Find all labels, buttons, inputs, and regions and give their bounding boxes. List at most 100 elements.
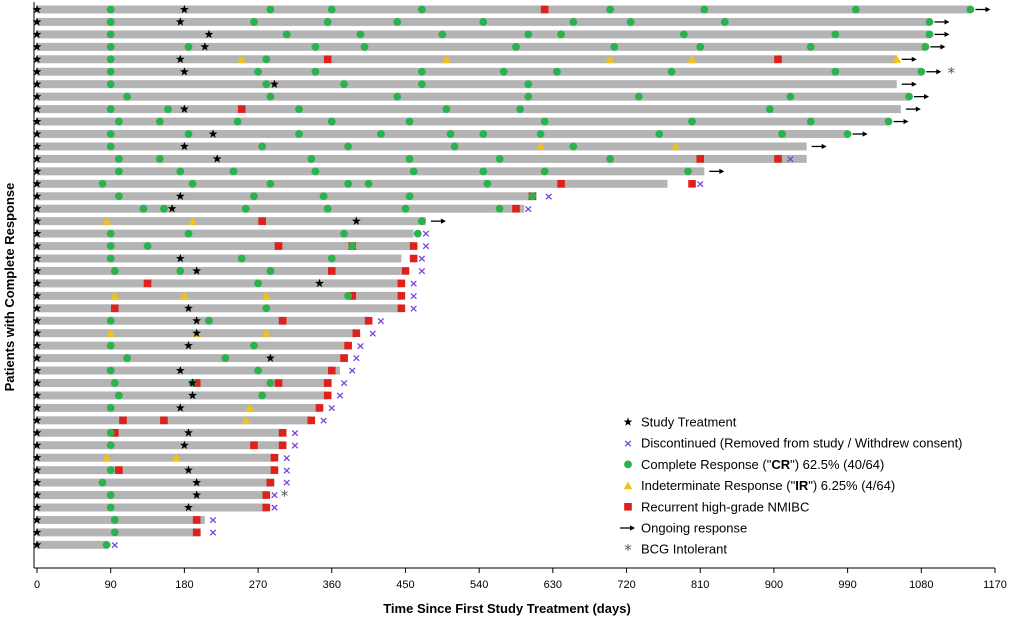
study-treatment-marker (192, 490, 202, 499)
patient-bar (37, 5, 971, 14)
discontinued-marker: × (208, 514, 217, 527)
recurrence-marker (262, 503, 271, 512)
complete-response-marker (114, 167, 123, 176)
ongoing-arrow (811, 143, 827, 150)
discontinued-marker: × (335, 389, 344, 402)
complete-response-marker (405, 192, 414, 201)
patient-bar (37, 67, 922, 76)
discontinued-marker: × (290, 439, 299, 452)
complete-response-marker (295, 105, 303, 113)
indeterminate-response-marker (261, 328, 271, 337)
complete-response-marker (483, 179, 492, 188)
recurrence-marker (160, 416, 168, 425)
complete-response-marker (806, 42, 815, 51)
legend-label: Discontinued (Removed from study / Withd… (641, 436, 963, 451)
complete-response-marker (831, 67, 840, 76)
recurrence-marker (340, 354, 348, 362)
patient-row-markers (32, 104, 921, 113)
complete-response-marker (684, 167, 692, 176)
recurrence-marker (192, 379, 201, 387)
study-treatment-marker (188, 378, 197, 387)
discontinued-marker: × (421, 227, 430, 240)
x-tick-label: 1080 (909, 579, 933, 591)
discontinued-marker: × (356, 339, 365, 352)
patient-bar (37, 503, 267, 512)
complete-response-marker (512, 42, 520, 51)
recurrence-marker (115, 466, 123, 474)
study-treatment-marker (184, 303, 193, 313)
complete-response-marker (569, 18, 578, 26)
x-tick-label: 0 (34, 579, 40, 591)
study-treatment-marker (32, 42, 42, 51)
patient-row-markers: × * (32, 487, 289, 505)
patient-row-markers: × (32, 252, 426, 265)
patient-row-markers (32, 166, 725, 176)
patient-row-markers: × (32, 265, 426, 278)
patient-bar (37, 304, 402, 313)
discontinued-marker: × (409, 302, 418, 315)
complete-response-marker (831, 30, 840, 39)
recurrence-marker (270, 453, 279, 462)
ongoing-arrow (930, 44, 946, 50)
complete-response-marker (655, 130, 664, 138)
patient-bar (37, 515, 205, 524)
patient-row-markers: × (32, 439, 300, 452)
study-treatment-marker (32, 154, 42, 163)
complete-response-marker (610, 42, 619, 51)
complete-response-marker (806, 117, 815, 126)
study-treatment-marker (32, 365, 42, 375)
patient-bar (37, 55, 897, 64)
study-treatment-marker (32, 328, 42, 337)
study-treatment-marker (180, 440, 189, 449)
patient-row-markers: × (32, 327, 377, 340)
complete-response-marker (376, 130, 385, 138)
complete-response-marker (106, 142, 115, 151)
patient-bar (37, 316, 369, 325)
complete-response-marker (667, 67, 676, 76)
patient-bar (37, 266, 402, 275)
recurrence-marker (278, 429, 287, 437)
complete-response-marker (495, 204, 504, 213)
ongoing-arrow (430, 218, 446, 224)
discontinued-marker: × (417, 252, 426, 265)
complete-response-marker (233, 117, 242, 126)
recurrence-marker (409, 254, 418, 263)
complete-response-marker (106, 130, 115, 138)
patient-row-markers (32, 17, 950, 26)
complete-response-marker (524, 30, 533, 39)
complete-response-marker (258, 391, 267, 400)
complete-response-marker (495, 155, 504, 163)
recurrence-marker (110, 304, 119, 313)
ongoing-arrow (926, 69, 942, 75)
complete-response-marker (479, 167, 488, 176)
patient-row-markers (32, 79, 917, 89)
complete-response-marker (176, 167, 185, 176)
indeterminate-response-marker (110, 291, 120, 300)
complete-response-marker (479, 130, 488, 138)
patient-bar (37, 478, 275, 487)
complete-response-marker (319, 192, 328, 201)
complete-response-marker (266, 379, 275, 387)
indeterminate-response-marker (102, 453, 111, 462)
legend: Study Treatment × Discontinued (Removed fr… (620, 415, 963, 559)
patient-bar (37, 92, 910, 101)
complete-response-marker (258, 142, 267, 151)
complete-response-marker (184, 229, 193, 238)
study-treatment-marker (180, 104, 189, 113)
complete-response-marker (417, 80, 426, 89)
complete-response-marker (405, 155, 414, 163)
complete-response-marker (106, 254, 115, 263)
legend-label: Indeterminate Response ("IR") 6.25% (4/6… (641, 478, 895, 493)
study-treatment-marker (32, 378, 42, 387)
recurrence-marker (774, 155, 782, 163)
complete-response-marker (438, 30, 447, 39)
legend-label: Ongoing response (641, 521, 747, 536)
complete-response-marker (569, 142, 578, 151)
study-treatment-marker (192, 328, 202, 337)
recurrence-marker (348, 292, 357, 300)
discontinued-marker: × (376, 314, 385, 327)
study-treatment-marker (265, 353, 275, 362)
patient-row-markers: × (32, 426, 300, 439)
study-treatment-marker (32, 465, 42, 474)
